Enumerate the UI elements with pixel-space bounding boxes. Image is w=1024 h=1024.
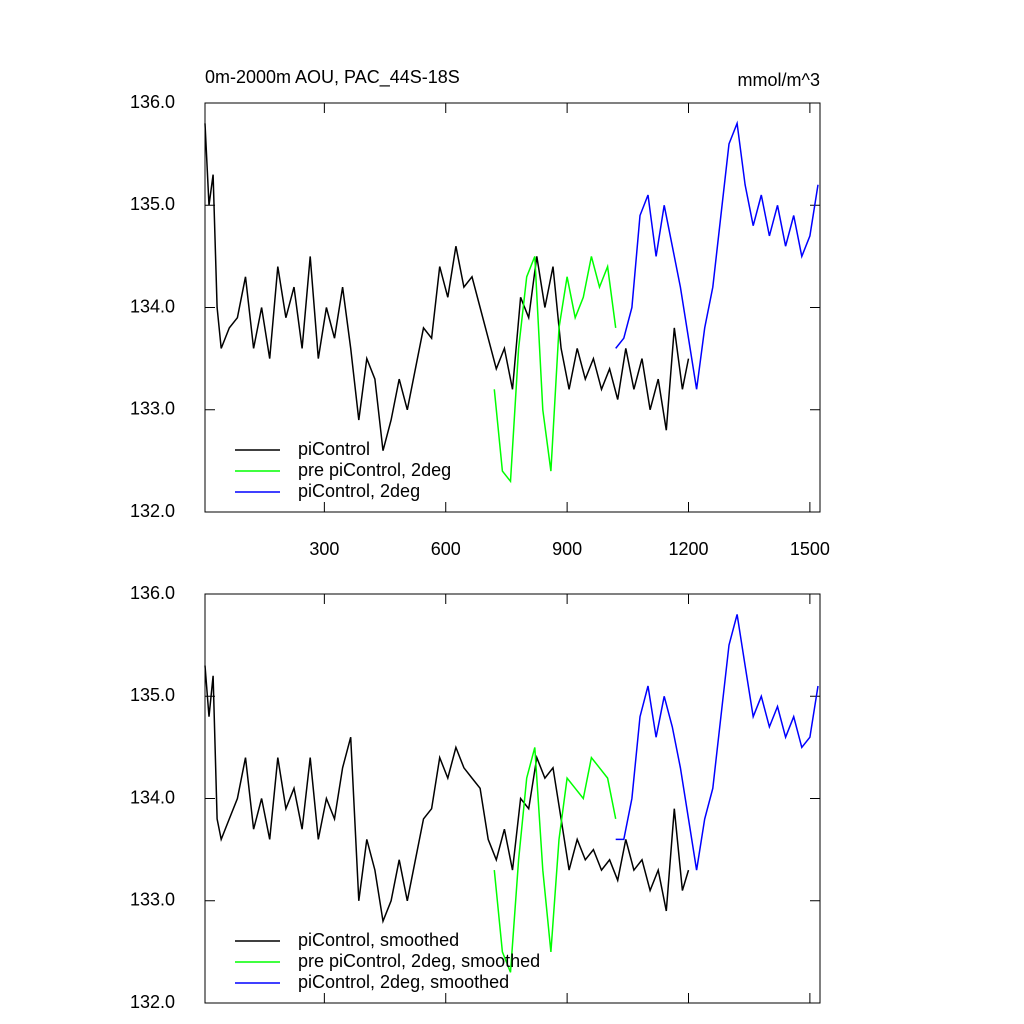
y-tick-label: 135.0: [130, 194, 175, 214]
x-tick-label: 600: [431, 539, 461, 559]
legend-label: piControl, 2deg, smoothed: [298, 972, 509, 992]
y-tick-label: 132.0: [130, 501, 175, 521]
legend-label: pre piControl, 2deg: [298, 460, 451, 480]
series-line: [615, 120, 819, 390]
legend-label: piControl: [298, 439, 370, 459]
y-tick-label: 136.0: [130, 583, 175, 603]
series-line: [615, 614, 819, 871]
x-tick-label: 900: [552, 539, 582, 559]
x-tick-label: 300: [309, 539, 339, 559]
series-line: [204, 665, 690, 925]
series-line: [493, 747, 617, 973]
series-line: [493, 256, 617, 484]
y-tick-label: 136.0: [130, 92, 175, 112]
legend-label: pre piControl, 2deg, smoothed: [298, 951, 540, 971]
x-tick-label: 1500: [790, 539, 830, 559]
series-line: [204, 123, 690, 451]
x-tick-label: 1200: [668, 539, 708, 559]
chart-title: 0m-2000m AOU, PAC_44S-18S: [205, 67, 460, 88]
legend-label: piControl, 2deg: [298, 481, 420, 501]
y-tick-label: 133.0: [130, 890, 175, 910]
y-tick-label: 134.0: [130, 787, 175, 807]
y-tick-label: 132.0: [130, 992, 175, 1012]
y-tick-label: 135.0: [130, 685, 175, 705]
y-tick-label: 134.0: [130, 296, 175, 316]
y-tick-label: 133.0: [130, 399, 175, 419]
units-label: mmol/m^3: [738, 70, 820, 90]
legend-label: piControl, smoothed: [298, 930, 459, 950]
